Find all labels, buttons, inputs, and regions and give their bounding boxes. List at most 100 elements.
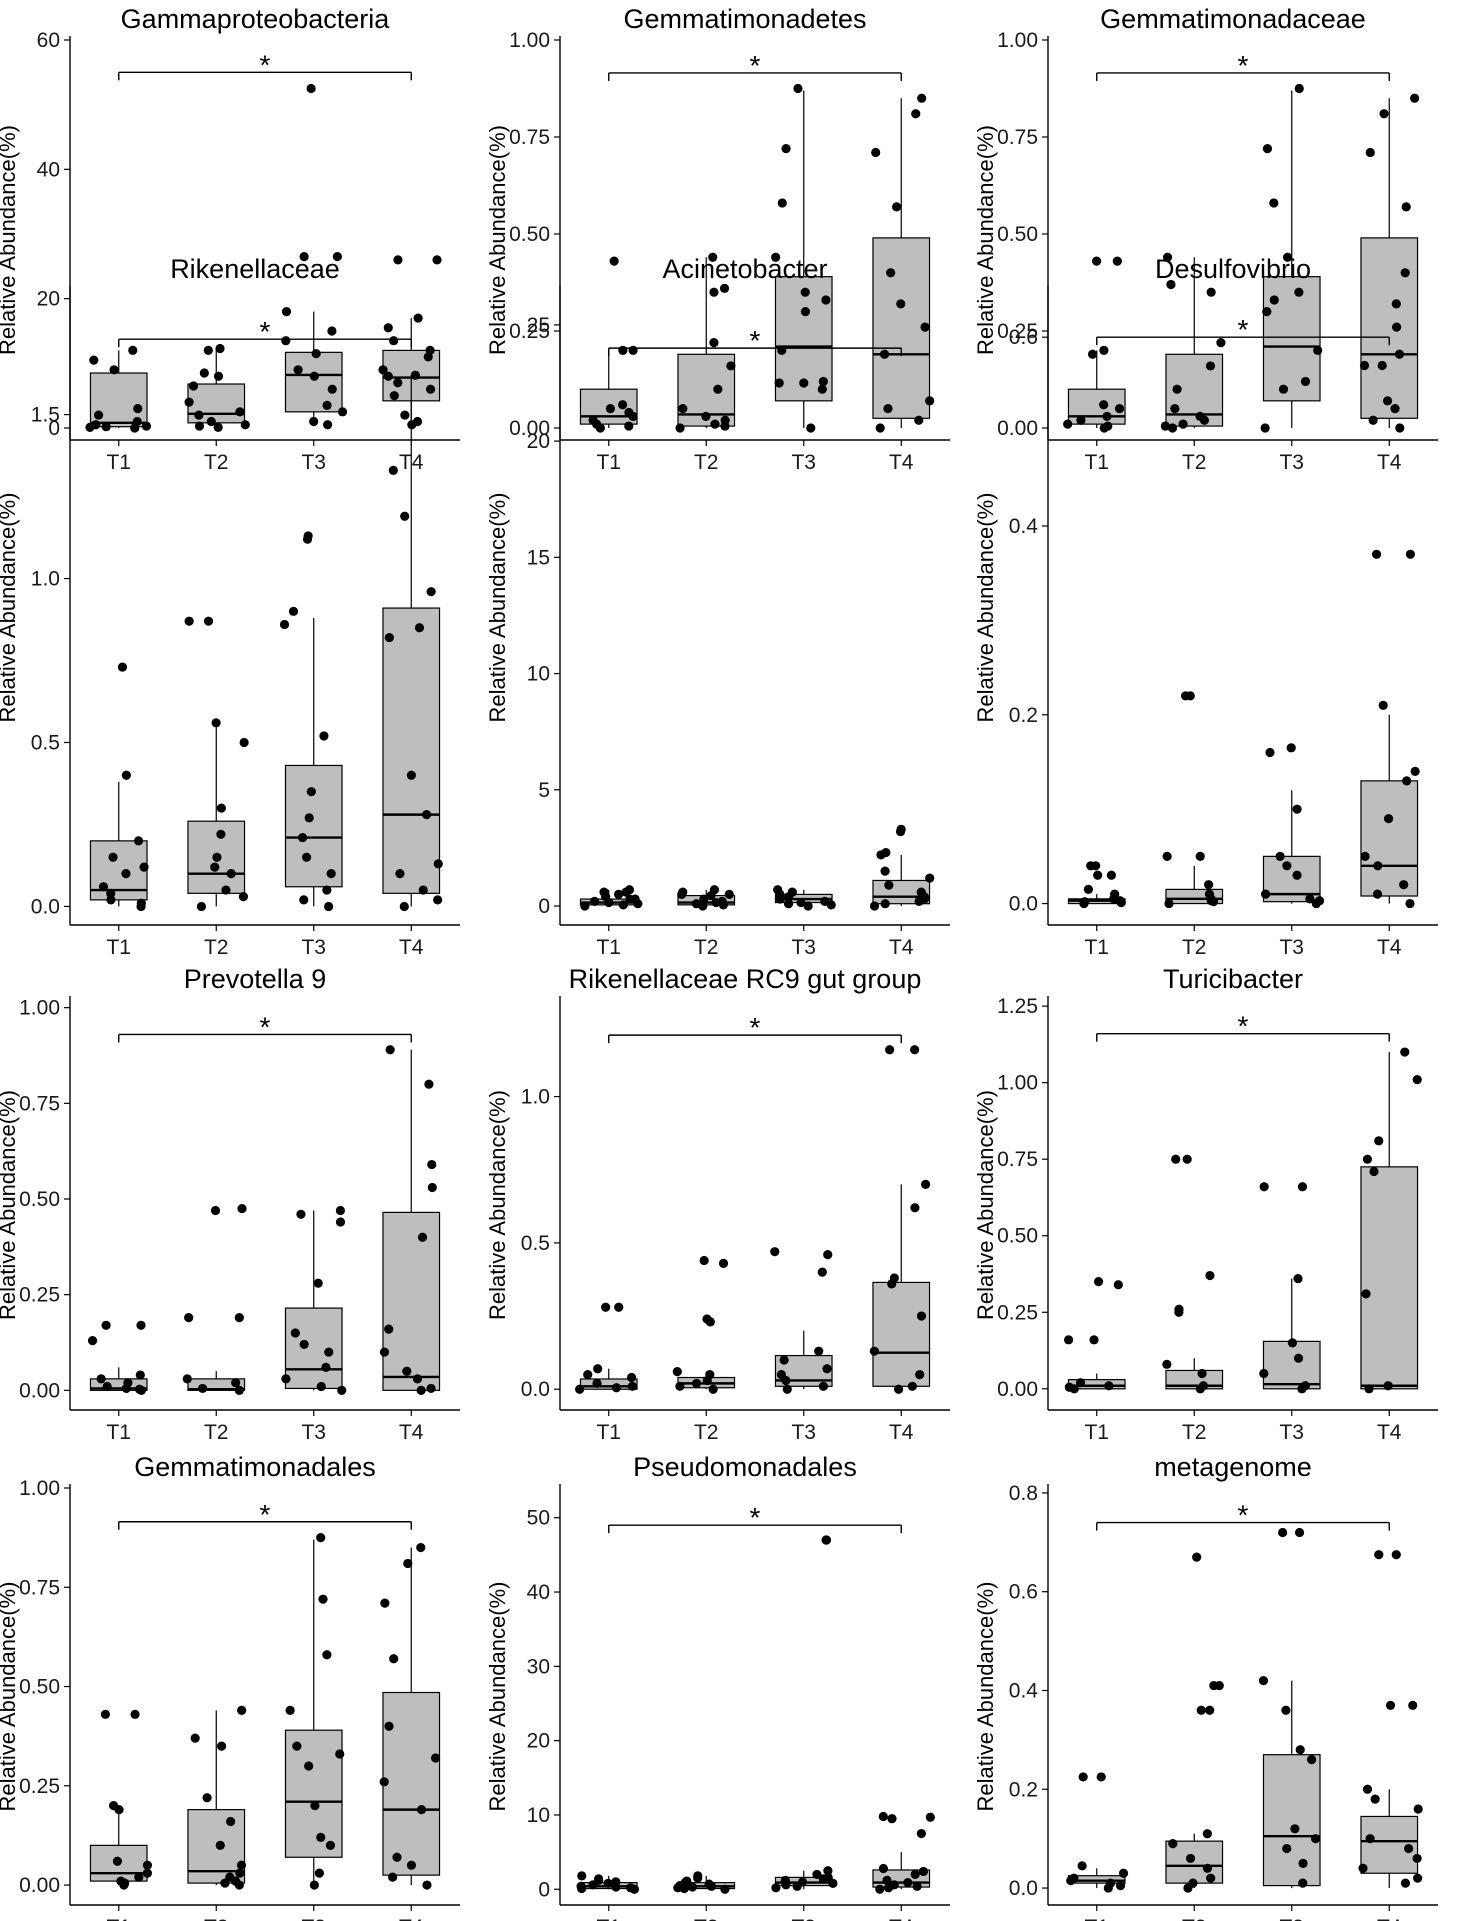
data-point <box>128 345 138 355</box>
data-point <box>1192 1552 1202 1562</box>
x-tick-label: T4 <box>889 1421 914 1444</box>
data-point <box>1171 1154 1181 1164</box>
data-point <box>1286 743 1296 753</box>
data-point <box>781 1880 791 1890</box>
y-tick-label: 0.50 <box>19 1188 60 1211</box>
data-point <box>1374 1136 1384 1146</box>
data-point <box>779 1355 789 1365</box>
data-point <box>875 1884 885 1894</box>
data-point <box>388 1872 398 1882</box>
data-point <box>427 1159 437 1170</box>
data-point <box>1282 252 1293 262</box>
data-point <box>1195 1384 1205 1394</box>
y-tick-label: 0 <box>538 895 550 918</box>
data-point <box>604 897 614 908</box>
data-point <box>782 1384 792 1394</box>
x-tick-label: T3 <box>1279 451 1304 474</box>
data-point <box>918 1866 929 1877</box>
data-point <box>701 411 711 421</box>
panel-1: Gammaproteobacteria 0 20 40 60 Relative Abund… <box>0 4 460 474</box>
data-point <box>226 869 236 879</box>
data-point <box>1372 889 1383 899</box>
data-point <box>1412 1075 1422 1085</box>
data-point <box>1400 1878 1411 1888</box>
y-tick-label: 0.25 <box>19 1284 60 1307</box>
data-point <box>777 345 787 355</box>
data-point <box>306 787 316 797</box>
data-point <box>1282 861 1292 871</box>
x-tick-label: T4 <box>889 936 914 959</box>
y-tick-label: 20 <box>37 288 60 311</box>
data-point <box>821 295 831 305</box>
x-tick-label: T3 <box>791 1421 816 1444</box>
data-point <box>1373 861 1383 871</box>
data-point <box>1099 400 1109 410</box>
data-point <box>389 1654 399 1664</box>
data-point <box>885 1045 895 1055</box>
y-tick-label: 0.00 <box>19 1379 60 1402</box>
data-point <box>433 895 443 905</box>
significance-label: * <box>260 316 271 347</box>
data-point <box>917 93 927 103</box>
y-axis-label: Relative Abundance(%) <box>973 1582 998 1812</box>
significance-label: * <box>1238 1500 1249 1531</box>
y-tick-label: 1.00 <box>997 29 1038 52</box>
data-point <box>878 1811 888 1822</box>
data-point <box>235 1868 245 1878</box>
data-point <box>894 1384 904 1394</box>
data-point <box>313 1278 323 1288</box>
x-tick-label: T2 <box>1182 451 1207 474</box>
data-point <box>221 885 231 895</box>
data-point <box>413 313 423 323</box>
panel-5: Acinetobacter 0 5 10 15 20 25 Relative Abundanc… <box>485 254 950 959</box>
data-point <box>1102 411 1112 421</box>
panel-7: Prevotella 9 0.00 0.25 0.50 0.75 1.00 Relative… <box>0 964 460 1444</box>
box-body <box>1262 1340 1321 1390</box>
data-point <box>698 901 708 911</box>
y-axis-label: Relative Abundance(%) <box>485 1582 510 1812</box>
data-point <box>1168 1839 1178 1849</box>
data-point <box>323 420 333 430</box>
data-point <box>614 1302 624 1312</box>
data-point <box>1412 1853 1422 1864</box>
data-point <box>1298 1858 1308 1868</box>
data-point <box>1205 361 1216 371</box>
data-point <box>213 371 224 381</box>
data-point <box>1358 1863 1368 1873</box>
data-point <box>1294 287 1304 297</box>
data-point <box>1089 1335 1099 1345</box>
data-point <box>706 890 716 901</box>
data-point <box>1364 1384 1374 1394</box>
data-point <box>184 397 194 407</box>
data-point <box>915 1369 925 1380</box>
data-point <box>281 336 291 346</box>
data-point <box>1063 419 1073 429</box>
data-point <box>133 404 143 414</box>
data-point <box>784 892 794 902</box>
data-point <box>1410 93 1420 103</box>
y-axis-label: Relative Abundance(%) <box>485 493 510 723</box>
data-point <box>783 899 794 909</box>
data-point <box>1287 1338 1298 1348</box>
y-tick-label: 0.75 <box>19 1092 60 1115</box>
data-point <box>433 859 443 869</box>
y-axis-label: Relative Abundance(%) <box>485 1090 510 1320</box>
data-point <box>121 869 131 879</box>
data-point <box>583 1369 593 1380</box>
box-T1 <box>1067 350 1126 428</box>
data-point <box>1305 894 1315 904</box>
data-point <box>910 1203 920 1213</box>
data-point <box>414 623 425 633</box>
data-point <box>626 1372 637 1383</box>
data-point <box>806 423 816 433</box>
data-point <box>89 355 99 365</box>
data-point <box>389 336 399 346</box>
data-point <box>318 1594 328 1604</box>
y-tick-label: 0.25 <box>997 1301 1038 1324</box>
data-point <box>432 255 442 265</box>
data-point <box>406 770 416 780</box>
data-point <box>1383 814 1394 824</box>
data-point <box>196 901 207 912</box>
panel-3: Gemmatimonadaceae 0.00 0.25 0.50 0.75 1.00 Rel… <box>973 4 1438 474</box>
data-point <box>1202 1863 1213 1873</box>
